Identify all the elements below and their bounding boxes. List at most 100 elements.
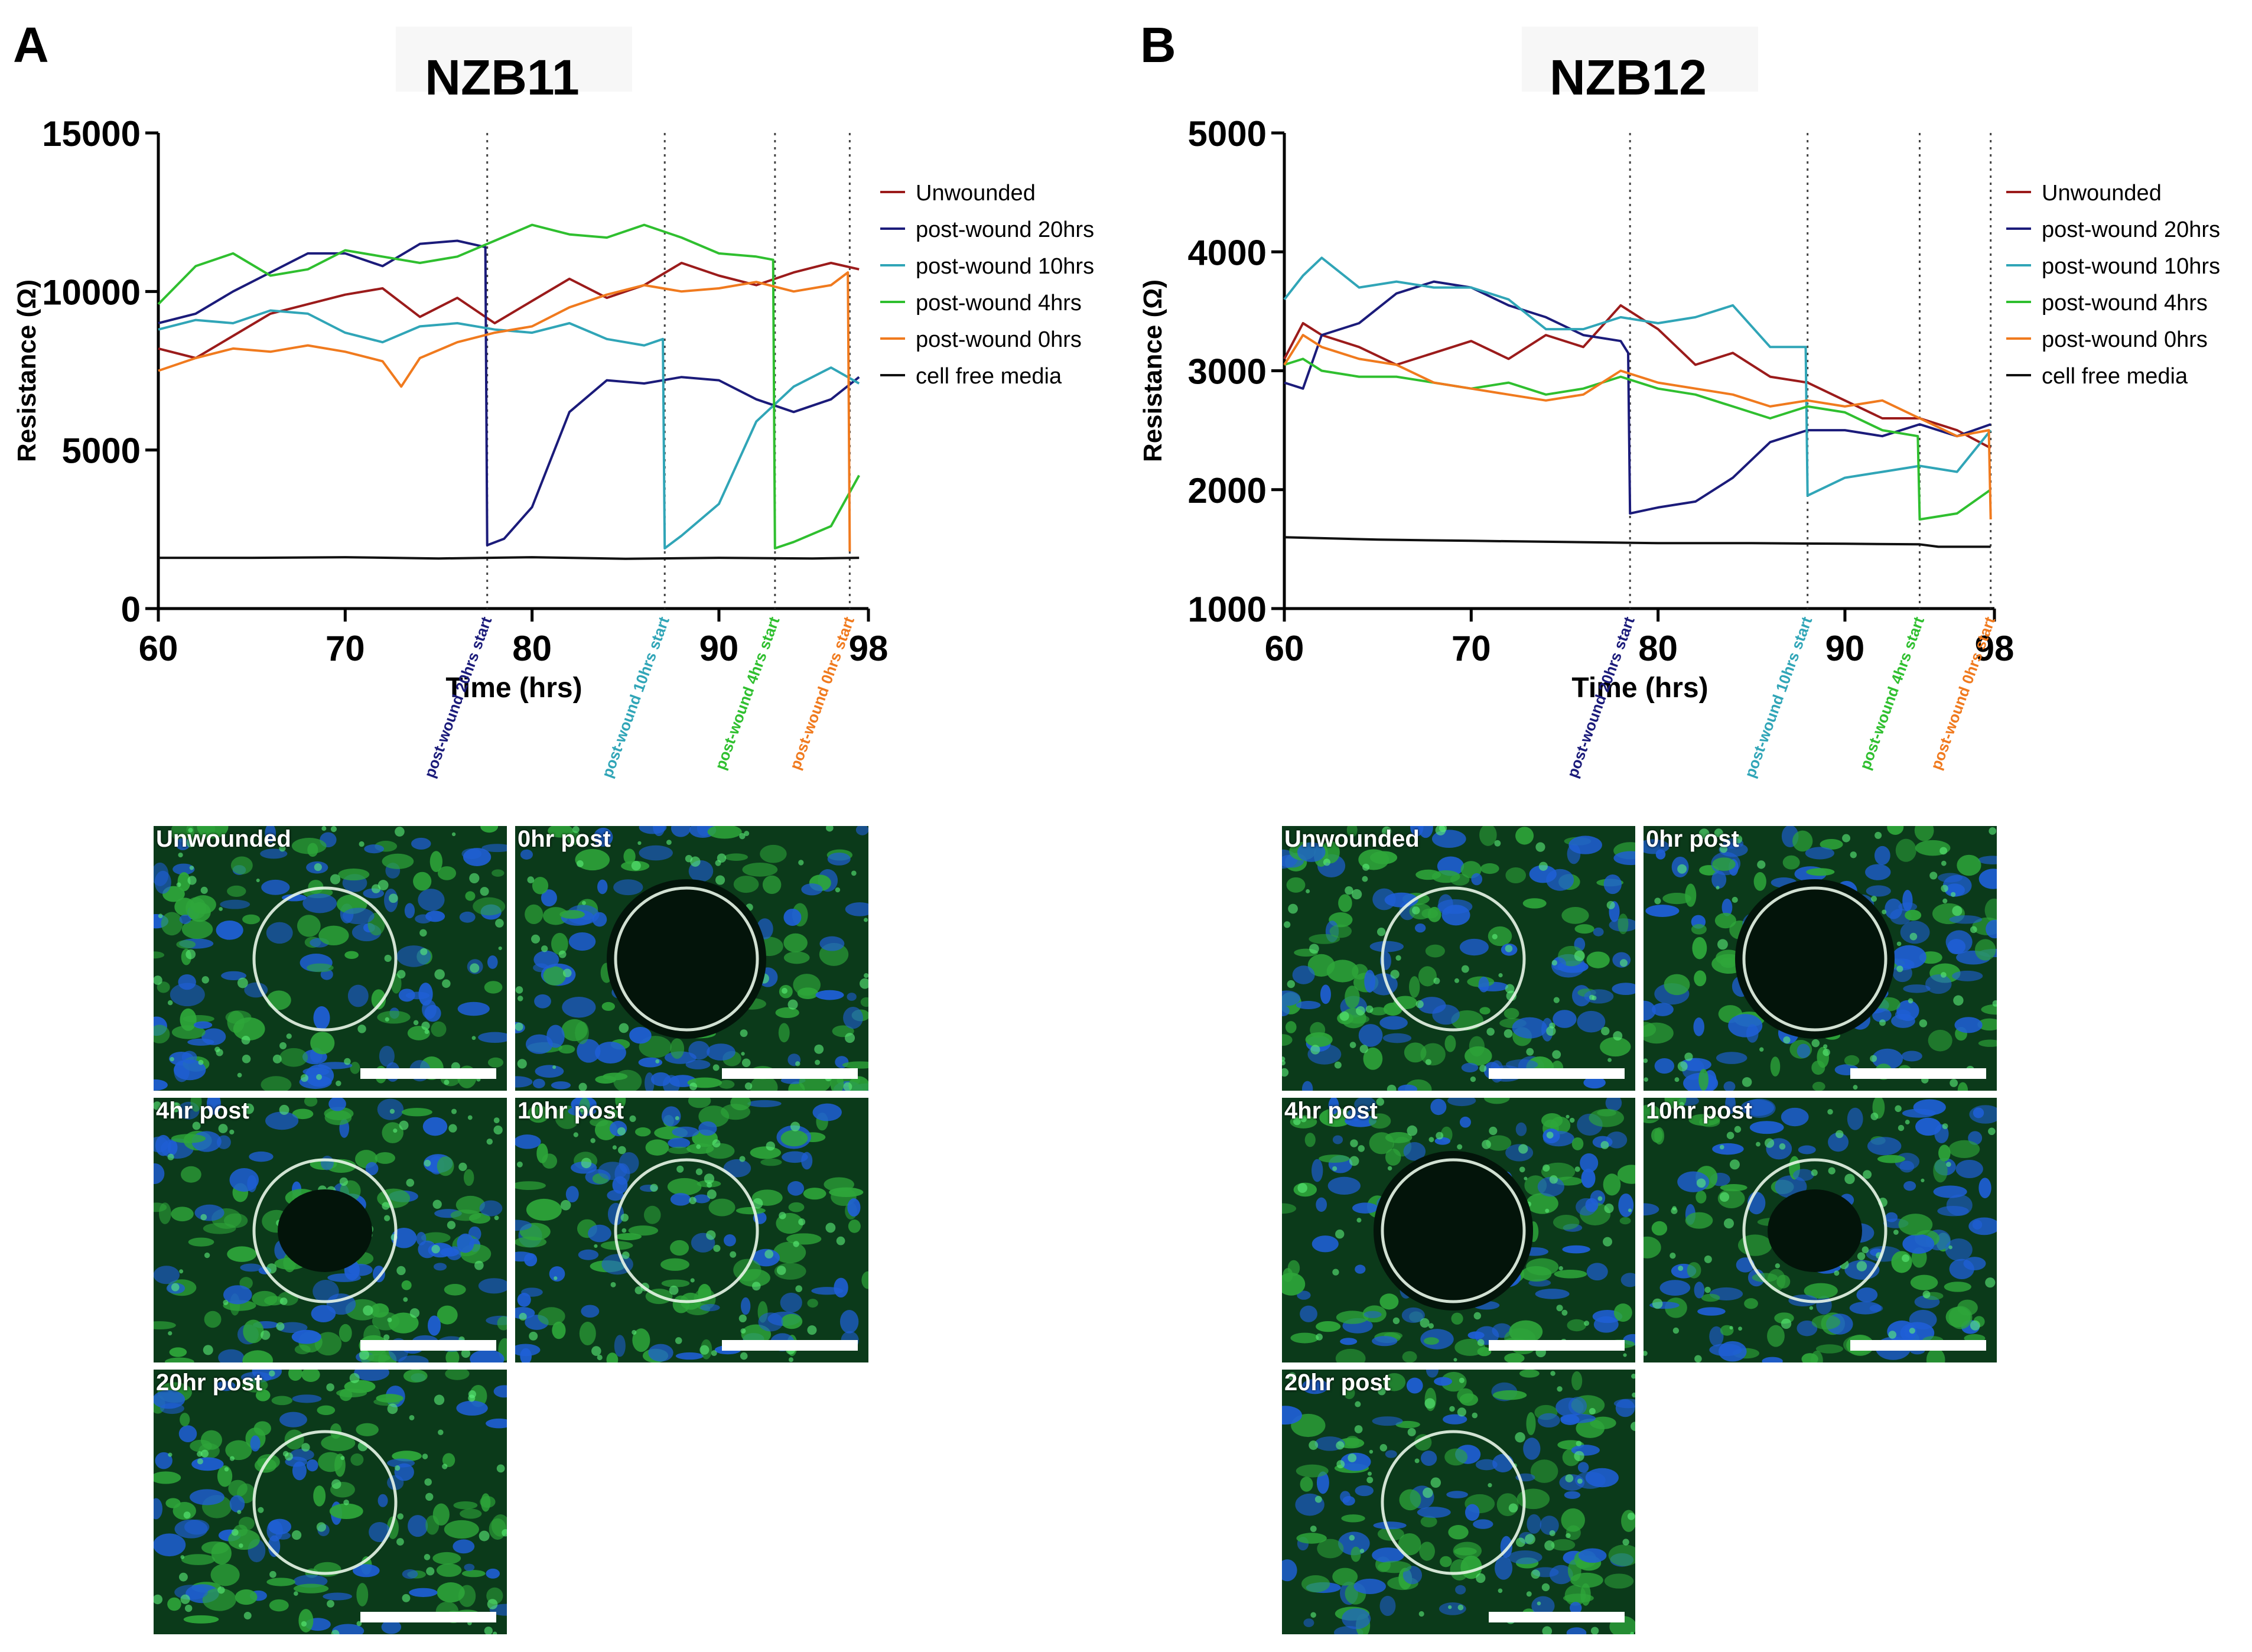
cell-blob — [670, 1240, 689, 1256]
cell-blob — [1805, 847, 1834, 860]
cell-blob — [302, 1067, 330, 1076]
cell-blob — [1568, 1397, 1587, 1415]
cell-spot — [343, 1500, 349, 1505]
cell-blob — [1505, 1059, 1538, 1070]
cell-blob — [304, 1098, 318, 1107]
panel-letter-a: A — [13, 17, 49, 73]
cell-blob — [1697, 1307, 1726, 1316]
wound-area — [607, 879, 766, 1039]
cell-spot — [1644, 1351, 1648, 1356]
cell-spot — [1316, 1334, 1323, 1341]
cell-blob — [1792, 830, 1813, 852]
cell-spot — [1723, 1218, 1734, 1229]
cell-blob — [579, 1322, 596, 1345]
cell-blob — [1443, 1414, 1467, 1425]
cell-spot — [690, 1278, 695, 1283]
cell-blob — [707, 1043, 736, 1061]
cell-blob — [645, 1072, 655, 1091]
micrograph-image — [154, 1370, 507, 1634]
cell-spot — [1627, 1513, 1635, 1520]
cell-spot — [484, 1626, 493, 1634]
cell-spot — [183, 1511, 191, 1519]
cell-blob — [827, 852, 851, 866]
wound-outline — [1742, 886, 1887, 1032]
cell-blob — [291, 838, 327, 854]
cell-blob — [526, 1034, 553, 1054]
cell-blob — [398, 988, 415, 1002]
cell-spot — [1382, 826, 1392, 837]
cell-blob — [1909, 1309, 1937, 1330]
cell-spot — [357, 1025, 366, 1033]
cell-blob — [778, 1023, 790, 1043]
wound-outline — [252, 886, 398, 1032]
cell-blob — [705, 1143, 735, 1159]
cell-blob — [190, 895, 216, 914]
micrograph-image — [1282, 1370, 1635, 1634]
cell-spot — [336, 1080, 341, 1087]
cell-blob — [266, 1578, 295, 1586]
y-tick-label: 10000 — [42, 272, 141, 312]
cell-blob — [1379, 1595, 1396, 1617]
cell-blob — [1431, 870, 1460, 883]
cell-spot — [1738, 1326, 1742, 1331]
cell-spot — [798, 1218, 806, 1226]
cell-spot — [395, 827, 405, 837]
cell-blob — [1744, 1298, 1758, 1309]
cell-blob — [478, 1278, 507, 1294]
cell-blob — [1887, 826, 1904, 835]
cell-blob — [328, 1098, 346, 1111]
cell-blob — [1529, 865, 1557, 883]
cell-blob — [1977, 1018, 1997, 1031]
cell-blob — [243, 1319, 264, 1344]
cell-blob — [269, 1599, 289, 1612]
cell-blob — [613, 879, 643, 896]
cell-blob — [171, 1134, 206, 1143]
cell-blob — [306, 963, 334, 973]
cell-spot — [581, 1157, 592, 1169]
cell-spot — [377, 880, 389, 890]
cell-spot — [1515, 1432, 1525, 1443]
cell-spot — [1654, 897, 1661, 905]
cell-blob — [847, 1198, 861, 1217]
cell-spot — [1336, 1441, 1345, 1450]
cell-blob — [1305, 1032, 1333, 1047]
cell-blob — [623, 848, 636, 864]
cell-spot — [397, 1513, 404, 1520]
cell-blob — [1451, 1312, 1463, 1325]
cell-spot — [1293, 1117, 1301, 1126]
micrograph-tile: Unwounded — [1282, 826, 1635, 1091]
cell-spot — [1941, 860, 1947, 866]
cell-spot — [1909, 932, 1918, 941]
y-axis-label: Resistance (Ω) — [12, 279, 41, 462]
cell-spot — [795, 1285, 802, 1292]
cell-blob — [1644, 1000, 1656, 1021]
cell-blob — [332, 1624, 365, 1634]
cell-spot — [1332, 1166, 1337, 1171]
cell-spot — [1544, 1540, 1555, 1551]
cell-blob — [301, 1370, 320, 1382]
cell-spot — [469, 873, 480, 883]
cell-blob — [780, 1130, 808, 1147]
cell-spot — [1576, 1440, 1582, 1446]
cell-spot — [1678, 1266, 1684, 1271]
cell-spot — [1348, 1453, 1357, 1462]
cell-blob — [1691, 923, 1707, 935]
cell-spot — [1929, 871, 1938, 880]
cell-blob — [515, 1181, 546, 1191]
cell-spot — [1349, 1156, 1359, 1166]
cell-blob — [154, 951, 165, 959]
cell-blob — [1372, 1547, 1405, 1563]
cell-spot — [712, 1064, 720, 1071]
cell-spot — [1988, 1127, 1996, 1136]
cell-blob — [614, 1335, 626, 1357]
cell-spot — [186, 838, 196, 848]
cell-blob — [190, 1439, 212, 1452]
cell-blob — [688, 1098, 711, 1108]
cell-blob — [165, 1357, 194, 1362]
cell-blob — [1477, 1347, 1492, 1357]
cell-blob — [629, 1027, 652, 1044]
cell-spot — [1306, 889, 1310, 893]
cell-spot — [739, 1156, 746, 1162]
cell-spot — [1679, 1102, 1684, 1107]
cell-blob — [1644, 1104, 1661, 1124]
